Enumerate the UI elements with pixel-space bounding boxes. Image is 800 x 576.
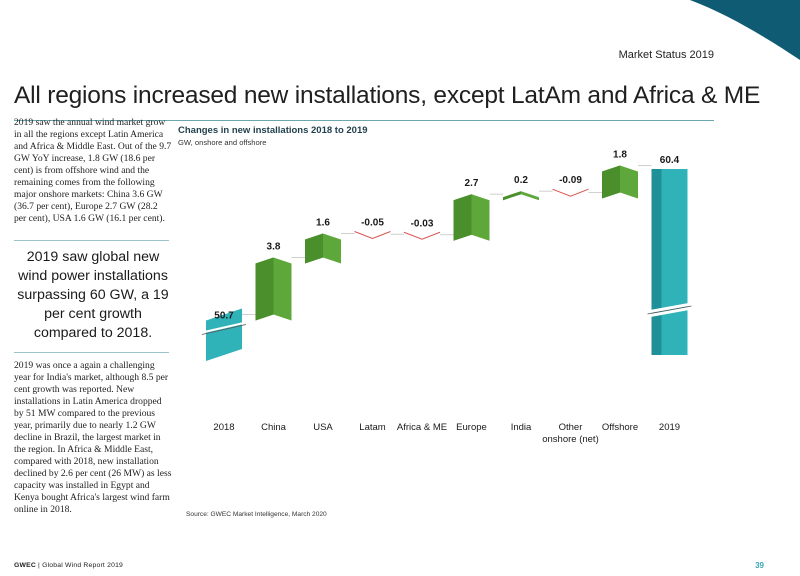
- axis-break-line: [201, 324, 247, 335]
- corner-decoration: [690, 0, 800, 60]
- page-number: 39: [755, 561, 764, 570]
- data-label: 1.6: [316, 218, 330, 229]
- intro-paragraph: 2019 saw the annual wind market grow in …: [14, 117, 172, 224]
- title-rule: [14, 120, 714, 121]
- increase-bar-shade: [453, 194, 472, 241]
- data-label: -0.09: [559, 175, 582, 186]
- footer-divider: |: [38, 562, 43, 569]
- data-label: 0.2: [514, 175, 528, 186]
- data-label: -0.05: [361, 218, 384, 229]
- axis-break-mark: [201, 321, 247, 334]
- callout-quote: 2019 saw global new wind power installat…: [17, 249, 169, 341]
- bar-2018: [206, 308, 242, 361]
- bar-2019-shade: [651, 169, 662, 355]
- axis-break-mark: [647, 302, 692, 314]
- decrease-mark: [403, 231, 441, 240]
- footer-brand-name: GWEC: [14, 562, 36, 569]
- decrease-mark: [354, 231, 391, 240]
- decrease-mark: [552, 188, 589, 197]
- increase-bar-shade: [305, 233, 323, 264]
- category-label: Offshore: [602, 422, 638, 433]
- callout-top-rule: [14, 240, 169, 241]
- data-label: 3.8: [267, 242, 281, 253]
- footer-report-name: Global Wind Report 2019: [42, 562, 124, 569]
- chart-subtitle: GW, onshore and offshore: [178, 138, 267, 147]
- data-label: -0.03: [411, 218, 434, 229]
- category-label: Africa & ME: [397, 422, 447, 433]
- category-label: India: [511, 422, 532, 433]
- category-label: USA: [313, 422, 333, 433]
- body-paragraph: 2019 was once a again a challenging year…: [14, 360, 172, 515]
- callout-bottom-rule: [14, 352, 169, 353]
- increase-bar-shade: [602, 165, 620, 199]
- category-label: Europe: [456, 422, 487, 433]
- axis-break-line: [647, 305, 692, 315]
- axis-break-mark: [647, 306, 692, 318]
- data-label: 50.7: [214, 311, 234, 322]
- chart-source: Source: GWEC Market Intelligence, March …: [186, 511, 327, 518]
- data-label: 60.4: [660, 155, 680, 166]
- category-label: Other onshore (net): [542, 422, 599, 445]
- waterfall-chart: 50.7 2018 3.8 China 1.6 USA -0.05 Latam -0.03 Afr…: [201, 150, 692, 445]
- category-label: 2019: [659, 422, 680, 433]
- category-label: Latam: [359, 422, 385, 433]
- category-label: 2018: [213, 422, 234, 433]
- category-label: China: [261, 422, 287, 433]
- increase-bar-shade: [503, 191, 521, 201]
- chart-title: Changes in new installations 2018 to 201…: [178, 125, 368, 136]
- increase-bar-shade: [255, 257, 274, 321]
- data-label: 2.7: [465, 178, 479, 189]
- page-title: All regions increased new installations,…: [14, 82, 761, 109]
- data-label: 1.8: [613, 150, 627, 161]
- section-label: Market Status 2019: [618, 49, 714, 61]
- footer-brand: GWEC | Global Wind Report 2019: [14, 562, 123, 569]
